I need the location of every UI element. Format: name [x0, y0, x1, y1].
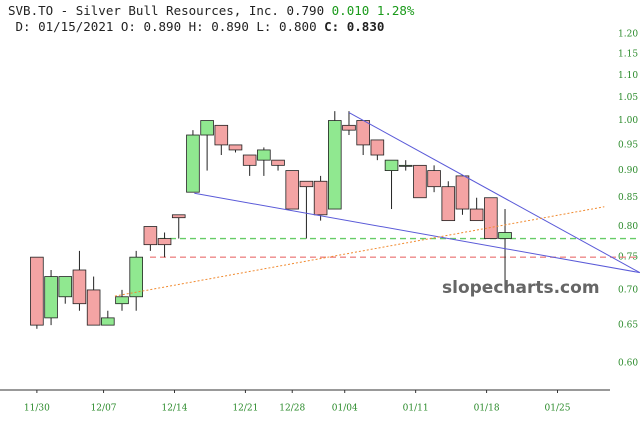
close-label: C: — [324, 19, 340, 34]
candle-body — [285, 170, 300, 210]
y-tick-label: 1.20 — [618, 29, 638, 39]
y-tick-label: 0.60 — [618, 359, 638, 369]
x-tick-label: 01/04 — [332, 404, 358, 414]
candle-body — [101, 317, 115, 326]
candle-body — [328, 120, 342, 210]
trend-line — [348, 112, 640, 274]
y-tick-label: 0.85 — [618, 193, 638, 203]
candle-body — [469, 208, 484, 222]
candle-body — [44, 276, 58, 319]
candle-body — [484, 197, 498, 239]
y-tick-label: 1.00 — [618, 116, 638, 126]
y-tick-label: 1.05 — [618, 93, 638, 103]
candle-body — [143, 226, 158, 246]
candle-body — [455, 175, 470, 210]
x-tick-label: 01/11 — [403, 404, 429, 414]
trend-line — [194, 192, 640, 274]
candle-body — [129, 256, 143, 298]
candle-body — [370, 139, 385, 156]
low: L: 0.800 — [256, 19, 317, 34]
y-tick-label: 0.90 — [618, 166, 638, 176]
candle-body — [427, 170, 441, 188]
x-tick-label: 12/28 — [279, 404, 305, 414]
candle-body — [242, 154, 257, 166]
candle-body — [115, 296, 129, 305]
candle-body — [271, 159, 285, 166]
x-tick-label: 12/07 — [91, 404, 117, 414]
candle-body — [384, 159, 399, 171]
change-pct: 1.28% — [376, 3, 415, 18]
candle-body — [186, 134, 200, 193]
y-tick-label: 0.70 — [618, 285, 638, 295]
price: 0.790 — [286, 3, 325, 18]
open: O: 0.890 — [120, 19, 182, 34]
header: SVB.TO - Silver Bull Resources, Inc. 0.7… — [8, 3, 414, 35]
candle-body — [441, 186, 456, 222]
x-tick-label: 01/18 — [474, 404, 500, 414]
candle-body — [157, 238, 172, 246]
candle-body — [72, 269, 87, 305]
candle-body — [398, 164, 413, 167]
candle-body — [228, 144, 243, 151]
candle-body — [86, 289, 101, 326]
candle-body — [200, 120, 214, 136]
y-tick-label: 0.65 — [618, 321, 638, 331]
candle-body — [257, 149, 271, 161]
candle-body — [30, 256, 44, 326]
high: H: 0.890 — [188, 19, 249, 34]
x-tick-label: 11/30 — [24, 404, 50, 414]
date: D: 01/15/2021 — [15, 19, 114, 34]
candle-body — [299, 180, 314, 188]
watermark: slopecharts.com — [442, 278, 600, 298]
y-tick-label: 0.95 — [618, 140, 638, 150]
candle-body — [356, 120, 370, 146]
candle-body — [171, 214, 186, 219]
candle-body — [313, 180, 328, 216]
candle-body — [342, 124, 356, 131]
x-tick-label: 12/21 — [232, 404, 258, 414]
candle-body — [413, 164, 427, 199]
y-tick-label: 0.80 — [618, 222, 638, 232]
candle-body — [214, 124, 229, 146]
y-tick-label: 1.10 — [618, 71, 638, 81]
change: 0.010 — [331, 3, 370, 18]
symbol: SVB.TO - Silver Bull Resources, Inc. — [8, 3, 279, 18]
y-tick-label: 1.15 — [618, 50, 638, 60]
candle-body — [58, 276, 73, 298]
candle-body — [498, 232, 512, 239]
x-tick-label: 01/25 — [545, 404, 571, 414]
close: 0.830 — [346, 19, 385, 34]
y-tick-label: 0.75 — [618, 253, 638, 263]
x-tick-label: 12/14 — [162, 404, 188, 414]
trend-line — [114, 206, 605, 297]
